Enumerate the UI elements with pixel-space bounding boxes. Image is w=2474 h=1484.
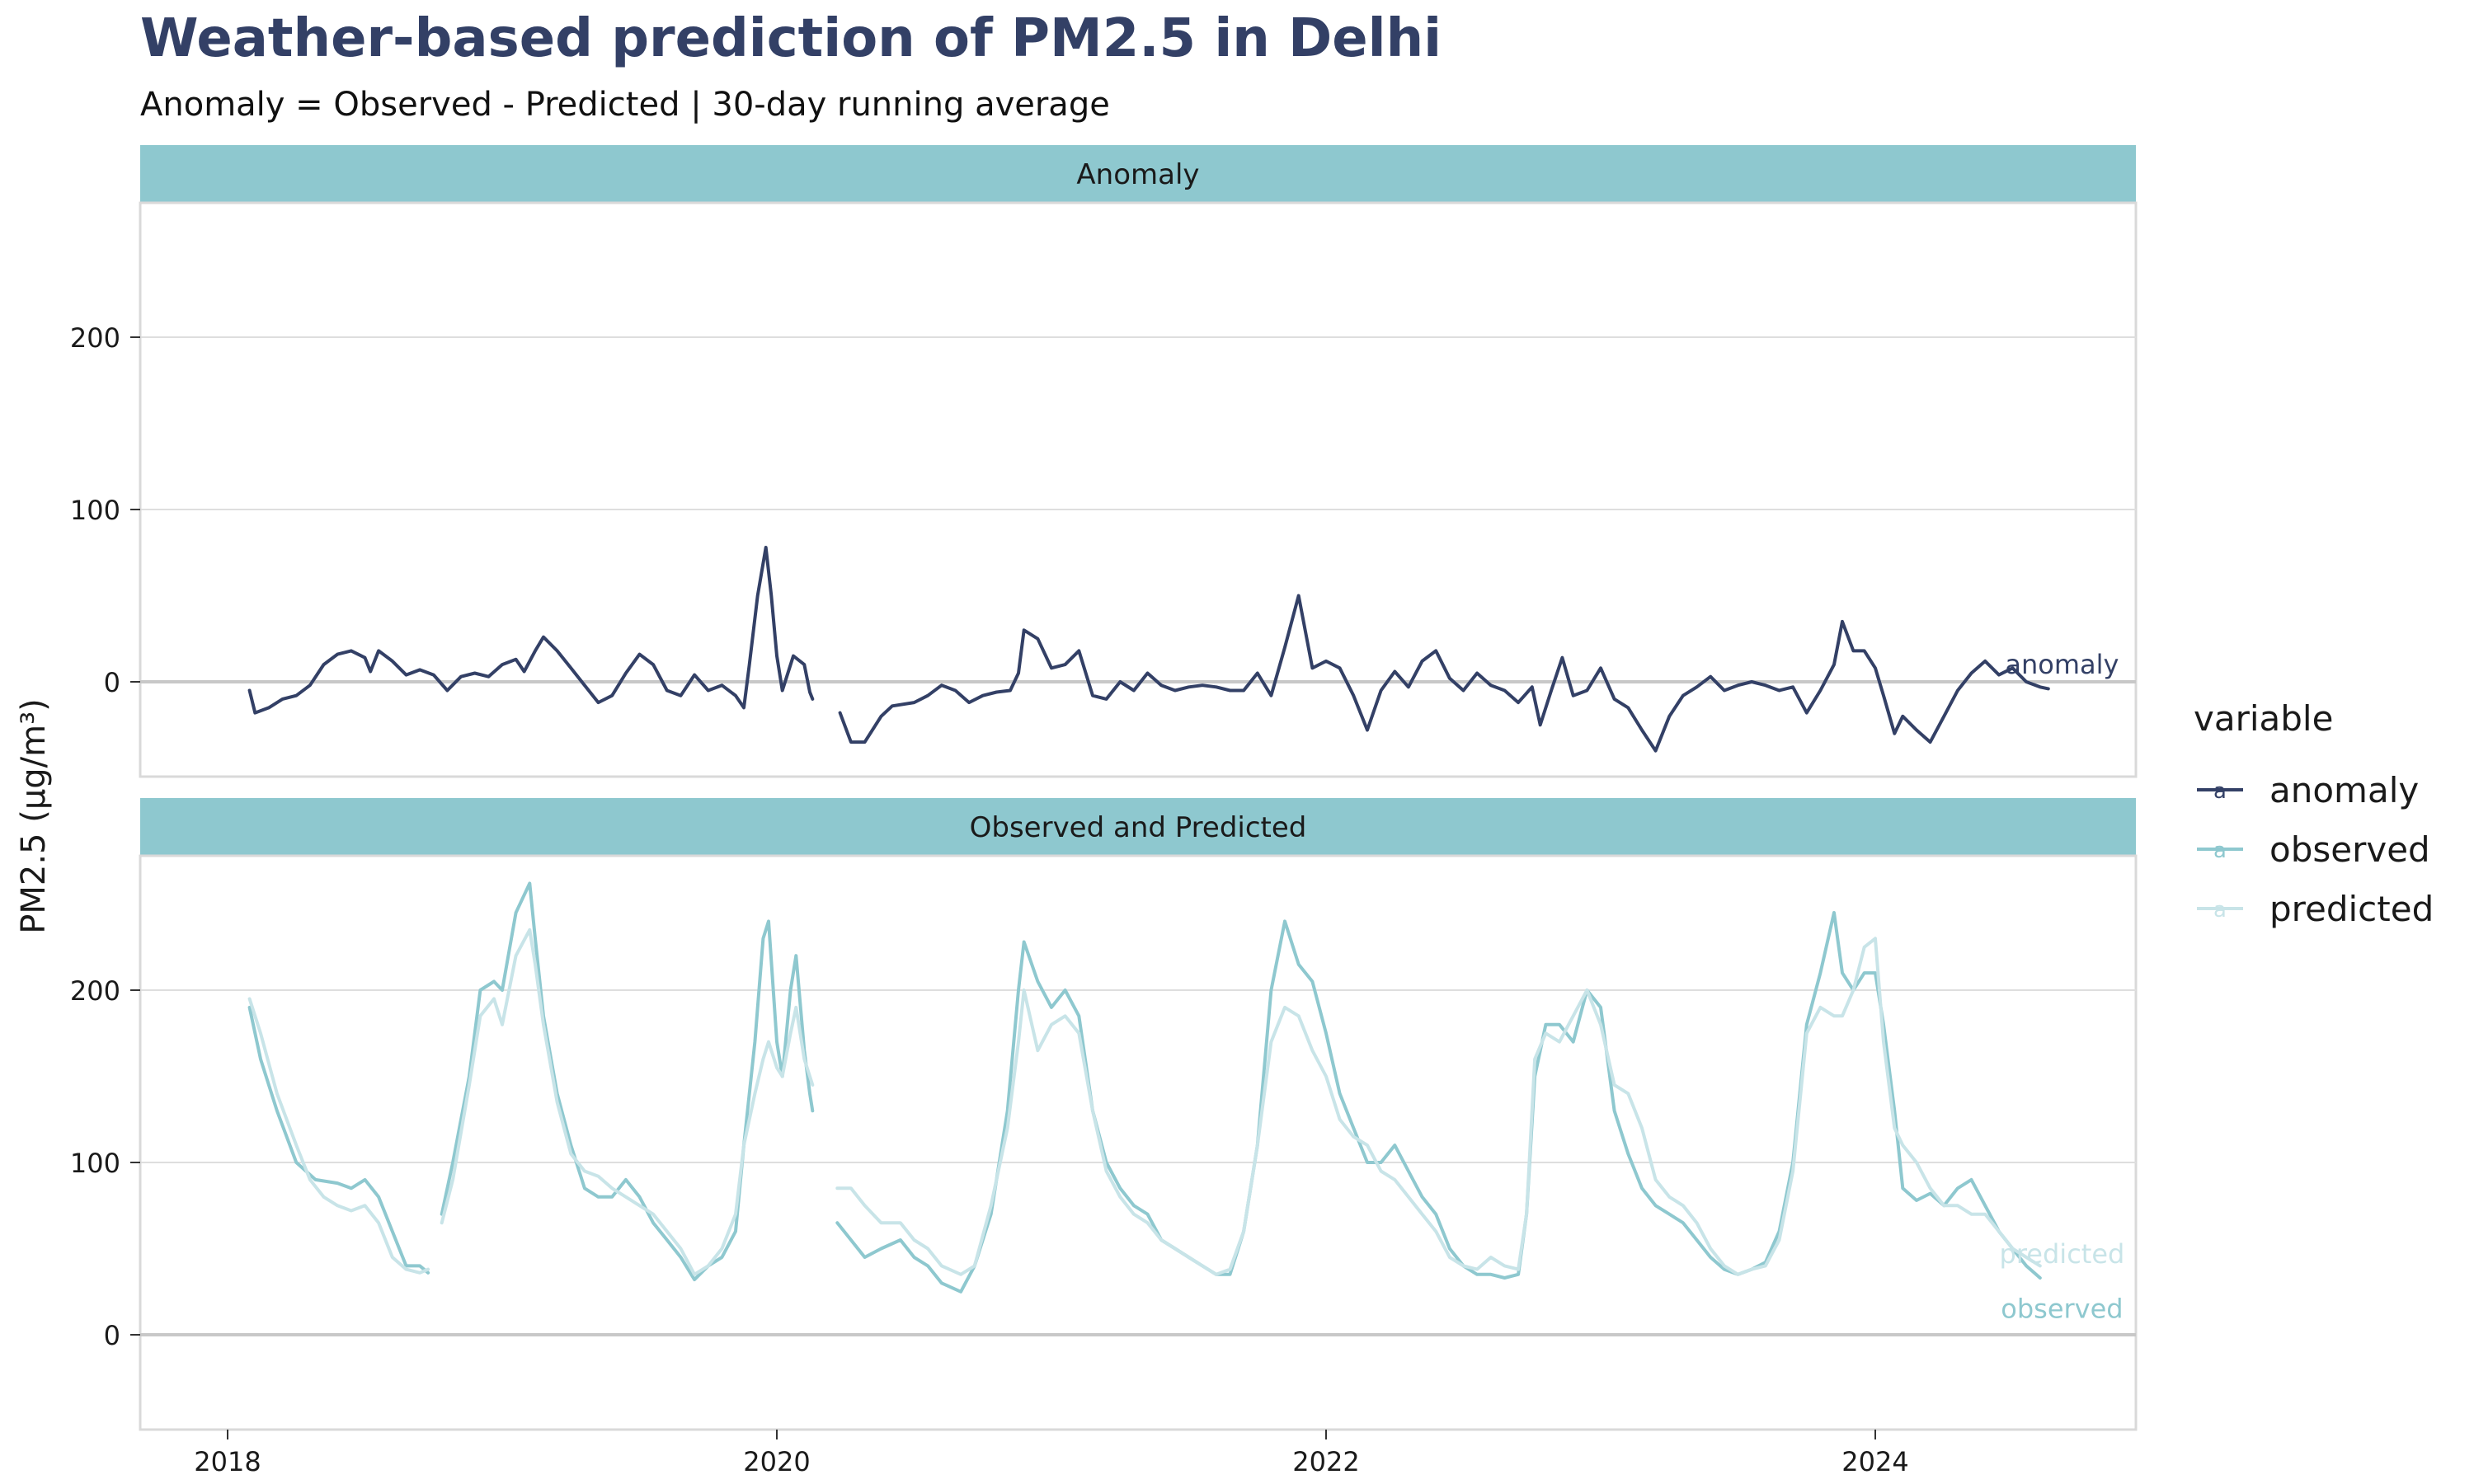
series-line-predicted [440,928,815,1276]
direct-label-anomaly: anomaly [2005,649,2119,680]
y-tick-label: 100 [70,1148,120,1179]
series-line-predicted [835,937,2042,1276]
x-tick-label: 2024 [1841,1446,1908,1477]
legend: variable a anomaly a observed a predicted [2194,698,2434,929]
direct-label-observed: observed [2001,1294,2123,1325]
panel-observed-predicted: Observed and Predicted 0 100 200 predicted ob… [70,798,2138,1431]
y-tick-label: 0 [104,667,120,698]
y-tick-label: 100 [70,495,120,526]
chart-subtitle: Anomaly = Observed - Predicted | 30-day … [140,86,1110,124]
y-axis-label: PM2.5 (µg/m³) [15,698,53,934]
y-tick-label: 200 [70,322,120,354]
legend-key-glyph: a [2213,898,2227,923]
series-line-observed [440,881,815,1282]
panel-frame [139,201,2138,778]
legend-label-observed: observed [2269,829,2430,870]
panel-strip-label: Anomaly [1076,158,1199,191]
series-line-predicted [247,997,430,1275]
series-line-anomaly [247,546,815,715]
legend-label-anomaly: anomaly [2269,770,2419,810]
series-line-observed [247,1005,430,1275]
direct-label-predicted: predicted [2000,1238,2125,1270]
series-line-anomaly [838,594,2050,753]
legend-key-glyph: a [2213,779,2227,804]
panel-strip [140,798,2136,856]
x-tick-label: 2022 [1292,1446,1359,1477]
panel-anomaly: Anomaly 0 100 200 anomaly [70,145,2138,778]
x-tick-label: 2020 [743,1446,810,1477]
legend-title: variable [2194,698,2333,739]
panels: Anomaly 0 100 200 anomaly Observed and Predic… [70,145,2138,1477]
y-tick-label: 200 [70,975,120,1007]
legend-key-glyph: a [2213,838,2227,863]
panel-strip [140,145,2136,203]
x-tick-label: 2018 [194,1446,261,1477]
panel-strip-label: Observed and Predicted [970,811,1307,844]
y-tick-label: 0 [104,1320,120,1351]
legend-label-predicted: predicted [2269,889,2434,929]
chart-title: Weather-based prediction of PM2.5 in Del… [140,8,1442,69]
